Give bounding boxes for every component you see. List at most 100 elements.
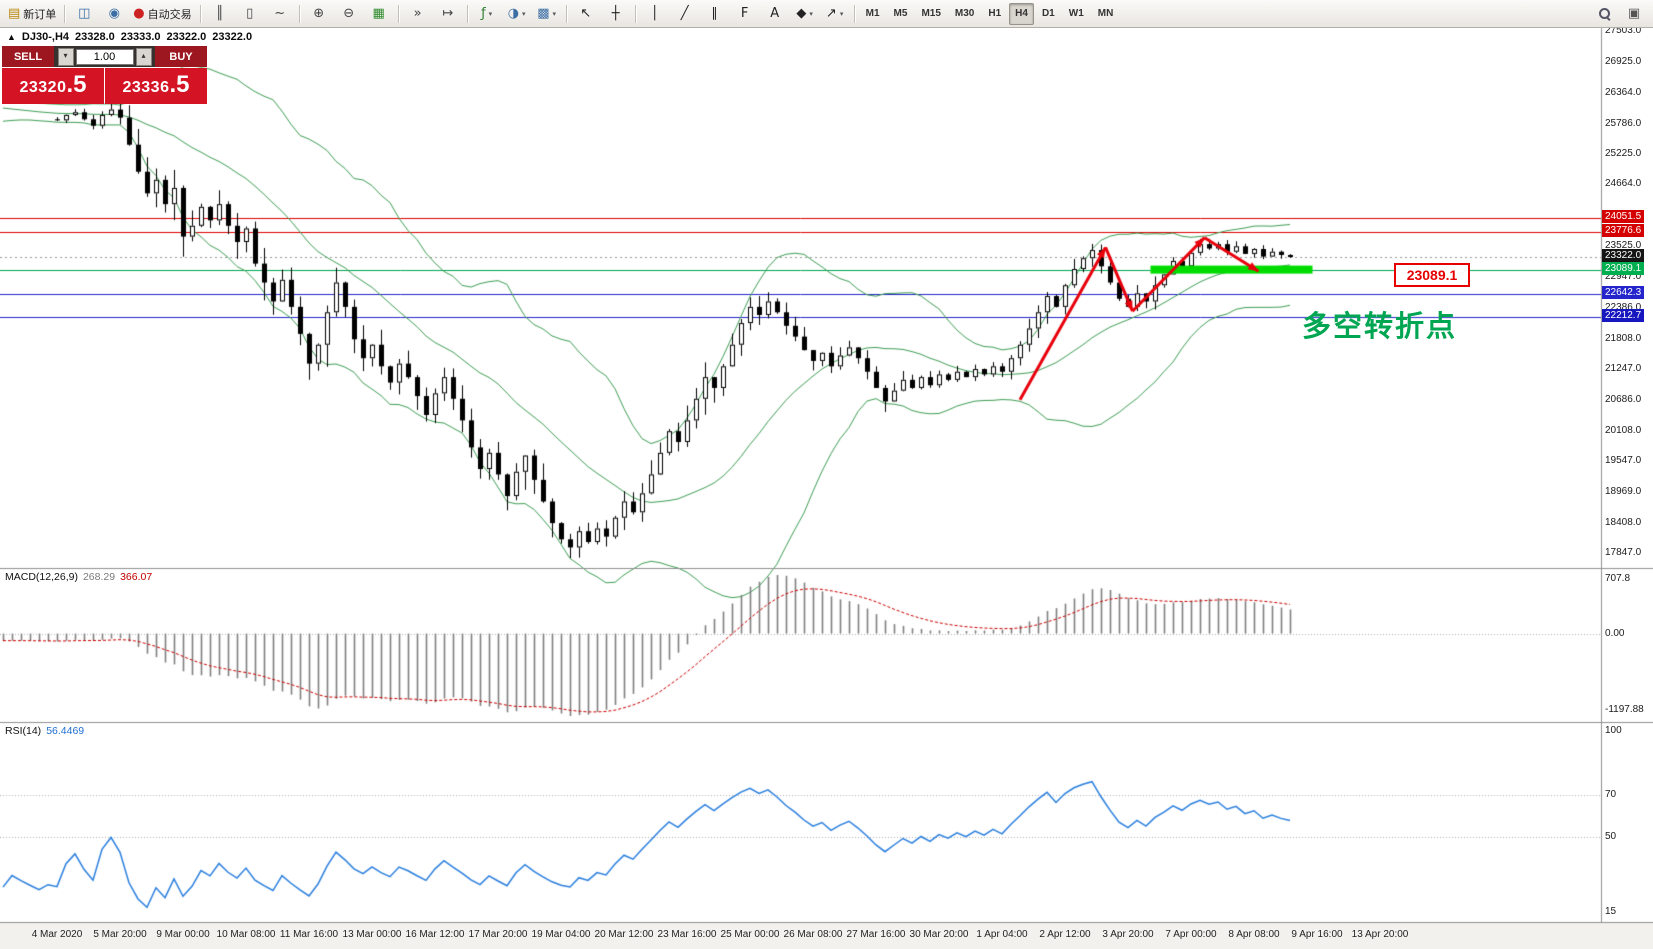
periods-list-caret-icon: ▾: [522, 10, 526, 18]
search-icon: [1598, 7, 1611, 20]
periods-list-icon: ◑: [507, 6, 520, 21]
timeframe-h4-button[interactable]: H4: [1009, 2, 1034, 25]
toolbar: ▤ 新订单 ◫ ◉ ● 自动交易 ║ ▯ ~ ⊕ ⊖ ▦» ↦ ƒ ▾ ◑ ▾ ▩ ▾ ↖ ┼ │ ╱ ∥ F A ◆ ▾ ↗ ▾ M1 M5…: [0, 0, 1653, 28]
indicators-list-button[interactable]: ƒ ▾: [472, 2, 502, 26]
macd-label: MACD(12,26,9): [5, 571, 78, 583]
search-button[interactable]: [1589, 2, 1619, 26]
timeframe-m30-button[interactable]: M30: [954, 8, 975, 19]
trendline-icon: ╱: [680, 6, 689, 21]
timeframe-h1-button[interactable]: H1: [988, 8, 1002, 19]
periods-list-button[interactable]: ◑ ▾: [502, 2, 532, 26]
auto-trading-icon: ●: [133, 6, 145, 21]
sell-price-main: 23320: [19, 79, 67, 96]
sell-button[interactable]: SELL: [2, 46, 54, 67]
buy-price-main: 23336: [122, 79, 170, 96]
shapes-caret-icon: ▾: [809, 10, 813, 18]
indicators-list-icon: ƒ: [481, 6, 486, 21]
bar-chart-button[interactable]: ║: [205, 2, 235, 26]
volume-increase-button[interactable]: ▴: [135, 47, 152, 66]
one-click-collapse-icon[interactable]: ▲: [7, 32, 16, 42]
auto-trading-button[interactable]: ● 自动交易: [129, 2, 195, 26]
new-order-button[interactable]: ▤ 新订单: [4, 2, 60, 26]
new-order-label: 新订单: [23, 8, 57, 21]
tile-windows-button[interactable]: ▦: [364, 2, 394, 26]
toolbar-separator: [64, 4, 66, 23]
buy-button[interactable]: BUY: [155, 46, 207, 67]
time-axis[interactable]: [0, 922, 1601, 949]
buy-price-frac: .5: [169, 71, 190, 98]
auto-scroll-icon: »: [413, 6, 422, 21]
price-axis[interactable]: [1602, 28, 1653, 922]
one-click-trading-panel: SELL ▾ ▴ BUY 23320.5 23336.5: [2, 46, 207, 104]
toolbar-separator: [298, 4, 300, 23]
crosshair-button[interactable]: ┼: [601, 2, 631, 26]
fibonacci-icon: F: [740, 6, 749, 21]
zoom-in-button[interactable]: ⊕: [304, 2, 334, 26]
auto-scroll-button[interactable]: »: [403, 2, 433, 26]
candlestick-chart-icon: ▯: [246, 6, 254, 21]
chart-shift-icon: ↦: [442, 6, 454, 21]
macd-main-value: 268.29: [82, 571, 116, 583]
arrows-caret-icon: ▾: [839, 10, 844, 18]
tile-windows-icon: ▦: [372, 6, 385, 21]
line-chart-icon: ~: [274, 6, 286, 21]
macd-signal-value: 366.07: [120, 571, 153, 583]
equidistant-channel-button[interactable]: ∥: [700, 2, 730, 26]
timeframe-m5-button[interactable]: M5: [893, 8, 908, 19]
rsi-value: 56.4469: [46, 725, 85, 737]
cursor-button[interactable]: ↖: [571, 2, 601, 26]
timeframe-mn-button[interactable]: MN: [1097, 8, 1114, 19]
toolbar-separator: [634, 4, 636, 23]
sell-price-frac: .5: [66, 71, 87, 98]
fibonacci-button[interactable]: F: [730, 2, 760, 26]
price-callout-annotation[interactable]: 23089.1: [1394, 263, 1470, 287]
shapes-button[interactable]: ◆ ▾: [790, 2, 820, 26]
buy-price-button[interactable]: 23336.5: [105, 68, 207, 104]
volume-decrease-button[interactable]: ▾: [57, 47, 74, 66]
market-watch-icon: ◉: [108, 6, 120, 21]
volume-control: ▾ ▴: [54, 46, 155, 67]
volume-input[interactable]: [75, 48, 134, 65]
equidistant-channel-icon: ∥: [711, 6, 718, 21]
indicators-list-caret-icon: ▾: [488, 10, 493, 18]
templates-icon: ▩: [537, 6, 550, 21]
templates-caret-icon: ▾: [552, 10, 557, 18]
toolbar-separator: [466, 4, 468, 23]
ohlc-close: 23322.0: [212, 31, 253, 43]
chart-shift-button[interactable]: ↦: [433, 2, 463, 26]
timeframe-w1-button[interactable]: W1: [1068, 8, 1084, 19]
bar-chart-icon: ║: [215, 6, 224, 21]
layouts-icon: ▣: [1627, 6, 1641, 21]
vertical-line-icon: │: [650, 6, 659, 21]
arrows-button[interactable]: ↗ ▾: [820, 2, 850, 26]
vertical-line-button[interactable]: │: [640, 2, 670, 26]
turning-point-note[interactable]: 多空转折点: [1302, 309, 1458, 343]
trendline-button[interactable]: ╱: [670, 2, 700, 26]
templates-button[interactable]: ▩ ▾: [532, 2, 562, 26]
new-order-icon: ▤: [8, 6, 21, 21]
timeframe-m15-button[interactable]: M15: [921, 8, 941, 19]
shapes-icon: ◆: [796, 6, 807, 21]
crosshair-icon: ┼: [611, 6, 620, 21]
toolbar-separator: [199, 4, 201, 23]
timeframe-d1-button[interactable]: D1: [1041, 8, 1055, 19]
zoom-out-button[interactable]: ⊖: [334, 2, 364, 26]
timeframe-m1-button[interactable]: M1: [865, 8, 880, 19]
charts-window-icon: ◫: [78, 6, 91, 21]
sell-price-button[interactable]: 23320.5: [2, 68, 104, 104]
layouts-button[interactable]: ▣: [1619, 2, 1649, 26]
toolbar-separator: [853, 4, 855, 23]
line-chart-button[interactable]: ~: [265, 2, 295, 26]
charts-window-button[interactable]: ◫: [69, 2, 99, 26]
cursor-icon: ↖: [580, 6, 592, 21]
chart-ohlc-header: ▲ DJ30-,H4 23328.0 23333.0 23322.0 23322.0: [7, 31, 258, 43]
candlestick-chart-button[interactable]: ▯: [235, 2, 265, 26]
arrows-icon: ↗: [825, 6, 837, 21]
market-watch-button[interactable]: ◉: [99, 2, 129, 26]
toolbar-separator: [565, 4, 567, 23]
ohlc-open: 23328.0: [75, 31, 115, 43]
zoom-out-icon: ⊖: [343, 6, 355, 21]
text-label-button[interactable]: A: [760, 2, 790, 26]
ohlc-low: 23322.0: [166, 31, 207, 43]
